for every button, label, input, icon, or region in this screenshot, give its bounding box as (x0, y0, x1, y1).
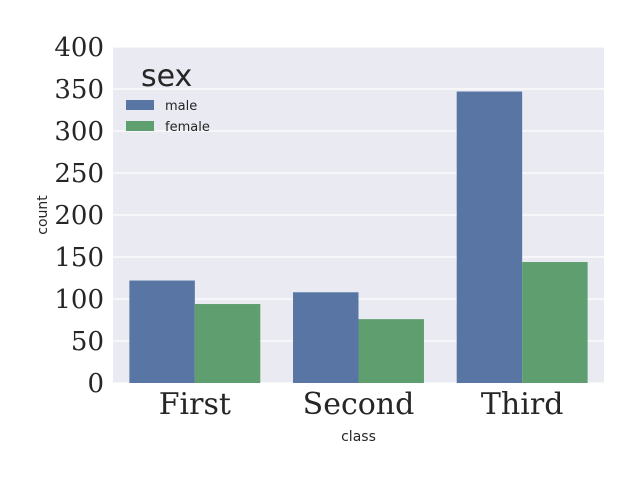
y-tick-labels: 0 50 100 150 200 250 300 350 400 (54, 33, 104, 399)
x-tick-label: Third (481, 387, 563, 422)
legend: sex male female (126, 59, 210, 135)
bar-female-first (194, 304, 261, 383)
x-tick-label: Second (303, 387, 415, 422)
bar-male-second (293, 292, 359, 383)
legend-label-male: male (165, 99, 197, 114)
x-tick-labels: First Second Third (159, 387, 564, 422)
y-tick-label: 150 (54, 243, 104, 273)
legend-swatch-male (126, 100, 154, 110)
y-tick-label: 300 (54, 117, 104, 147)
legend-title: sex (141, 59, 192, 94)
bar-female-third (522, 262, 588, 383)
bar-male-third (456, 91, 523, 384)
legend-label-female: female (165, 120, 210, 135)
y-tick-label: 400 (54, 33, 104, 63)
legend-swatch-female (126, 121, 154, 131)
bar-female-second (358, 319, 424, 383)
bars (129, 91, 588, 384)
y-tick-label: 50 (71, 327, 104, 357)
bar-male-first (129, 280, 195, 383)
y-tick-label: 100 (54, 285, 104, 315)
y-axis-label: count (35, 195, 51, 235)
x-axis-label: class (341, 429, 376, 445)
y-tick-label: 250 (54, 159, 104, 189)
y-tick-label: 200 (54, 201, 104, 231)
y-tick-label: 350 (54, 75, 104, 105)
y-tick-label: 0 (87, 369, 104, 399)
x-tick-label: First (159, 387, 231, 422)
